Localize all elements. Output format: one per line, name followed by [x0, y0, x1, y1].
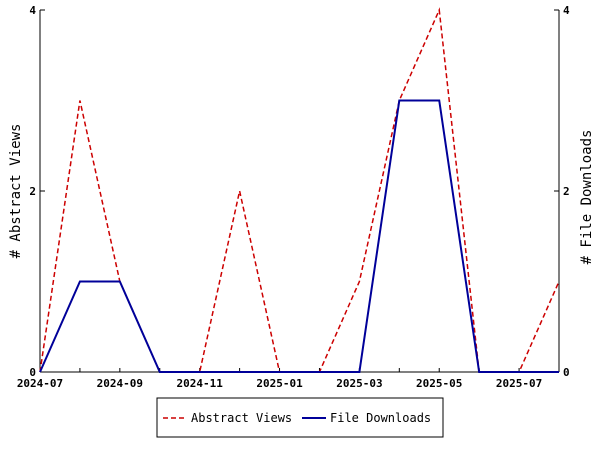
x-tick-label-2024-07: 2024-07: [17, 377, 63, 390]
y2-tick-label-0: 0: [563, 366, 570, 379]
x-tick-label-2024-09: 2024-09: [97, 377, 143, 390]
series-line-file-downloads: [39, 99, 559, 373]
y-tick-label-2: 2: [29, 185, 36, 198]
y-axis-ticks: 0 2 4: [29, 4, 45, 379]
x-tick-label-2024-11: 2024-11: [177, 377, 224, 390]
x-tick-label-2025-05: 2025-05: [416, 377, 462, 390]
series-abstract-views: [39, 7, 560, 373]
y2-axis-title: # File Downloads: [579, 130, 595, 265]
legend-box: [156, 397, 444, 438]
y2-tick-label-4: 4: [563, 4, 570, 17]
y2-axis-ticks: 0 2 4: [554, 4, 570, 379]
legend-label-abstract-views: Abstract Views: [191, 411, 292, 425]
x-axis-ticks: 2024-07 2024-09 2024-11 2025-01 2025-03 2025-…: [17, 368, 560, 390]
y-axis-title: # Abstract Views: [8, 124, 24, 259]
y2-tick-label-2: 2: [563, 185, 570, 198]
y-tick-label-4: 4: [29, 4, 36, 17]
legend-label-file-downloads: File Downloads: [330, 411, 431, 425]
series-file-downloads: [39, 99, 559, 373]
series-layer: [39, 7, 560, 373]
series-line-abstract-views: [39, 7, 560, 373]
axes: [39, 10, 560, 373]
x-tick-label-2025-07: 2025-07: [496, 377, 542, 390]
legend: Abstract Views File Downloads: [156, 397, 444, 438]
x-tick-label-2025-01: 2025-01: [256, 377, 303, 390]
y-tick-label-0: 0: [29, 366, 36, 379]
x-tick-label-2025-03: 2025-03: [336, 377, 382, 390]
